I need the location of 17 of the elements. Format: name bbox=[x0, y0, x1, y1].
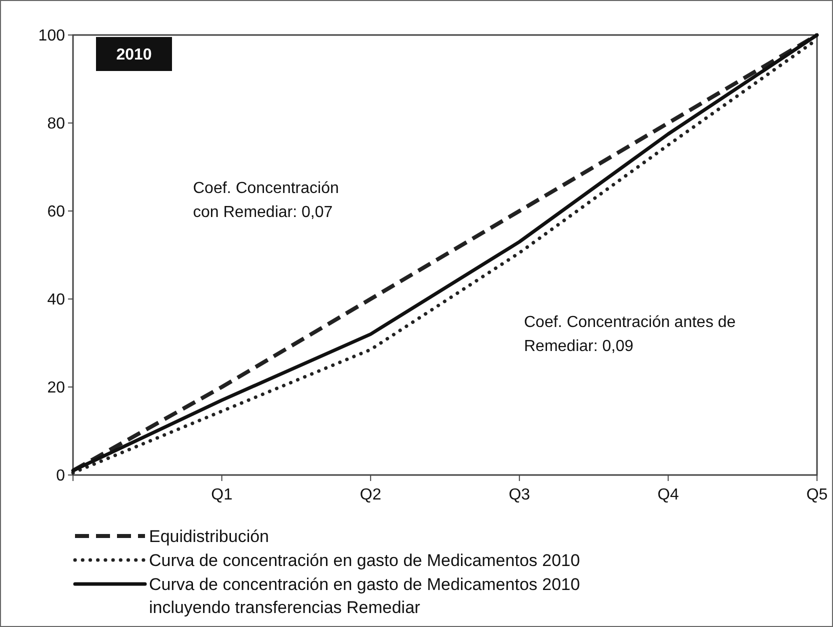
legend-label: Curva de concentración en gasto de Medicamentos 2010 bbox=[149, 550, 580, 570]
y-tick-label: 100 bbox=[38, 28, 66, 45]
x-tick-label: Q1 bbox=[211, 486, 233, 504]
y-tick-label: 20 bbox=[47, 380, 66, 397]
y-tick-label: 0 bbox=[56, 468, 66, 485]
y-tick-label: 40 bbox=[47, 292, 66, 309]
annotation: Coef. Concentración antes de Remediar: 0,09 bbox=[524, 314, 736, 355]
x-tick-label: Q4 bbox=[658, 486, 679, 504]
y-tick-label: 80 bbox=[47, 116, 66, 133]
x-tick-label: Q3 bbox=[508, 486, 530, 504]
y-tick-label: 60 bbox=[47, 204, 66, 221]
x-tick-label: Q5 bbox=[806, 486, 828, 504]
text: 2010 bbox=[116, 46, 152, 64]
annotation: Coef. Concentración con Remediar: 0,07 bbox=[193, 180, 339, 221]
legend-label: Curva de concentración en gasto de Medicamentos 2010 incluyendo transferencias Remediar bbox=[149, 574, 580, 617]
legend-label: Equidistribución bbox=[149, 526, 270, 546]
x-tick-label: Q2 bbox=[360, 486, 382, 504]
